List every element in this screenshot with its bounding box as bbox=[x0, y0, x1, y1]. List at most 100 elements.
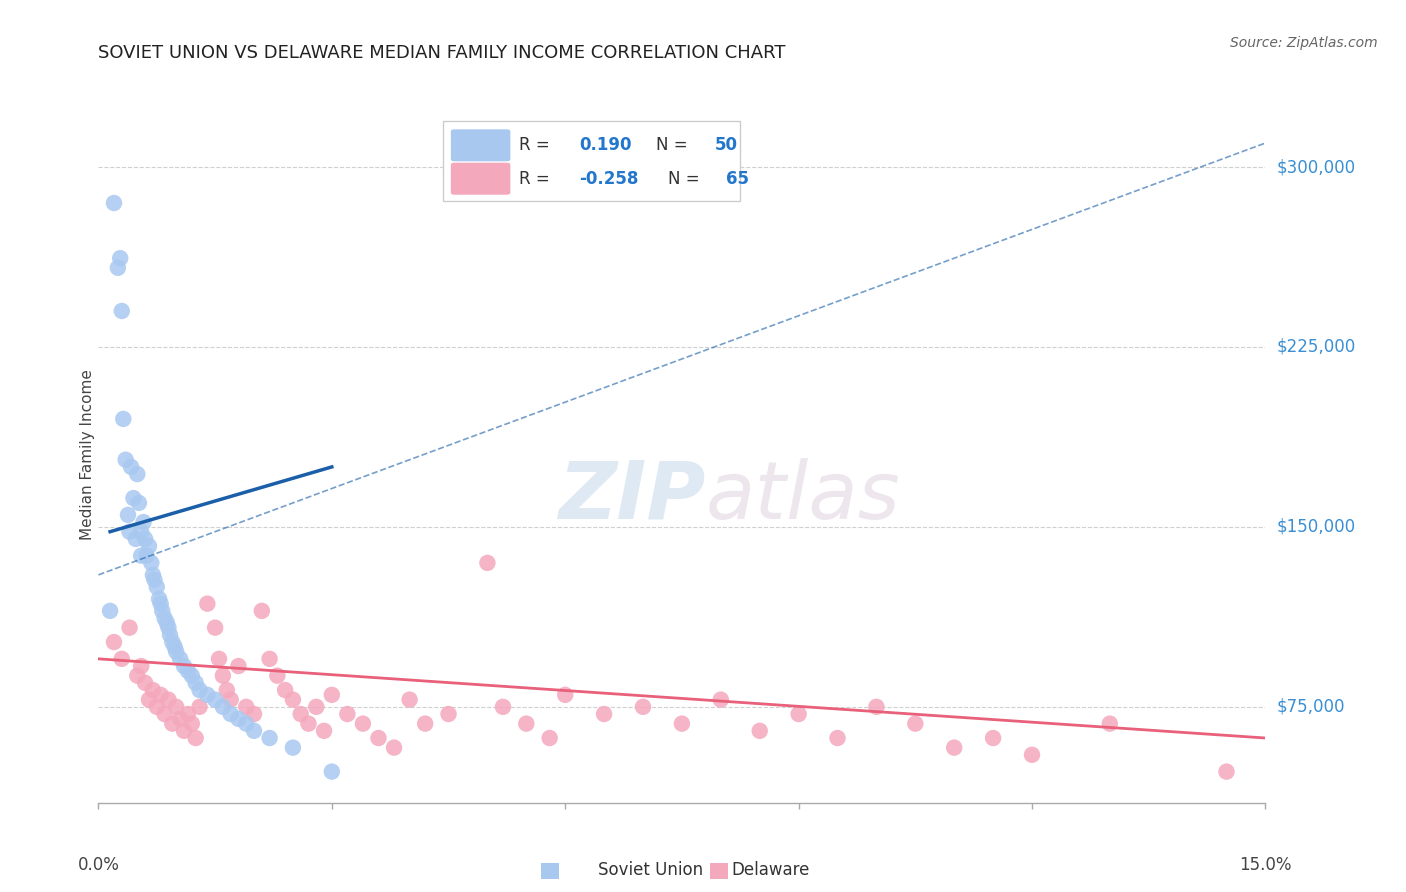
Text: 65: 65 bbox=[727, 169, 749, 187]
Point bbox=[129, 659, 152, 673]
Point bbox=[250, 604, 273, 618]
Point bbox=[398, 692, 420, 706]
Point bbox=[114, 452, 136, 467]
Point bbox=[173, 723, 195, 738]
Point bbox=[134, 532, 156, 546]
Point bbox=[593, 706, 616, 721]
Point bbox=[219, 706, 242, 721]
Point bbox=[122, 491, 145, 505]
Point bbox=[281, 740, 304, 755]
Text: 15.0%: 15.0% bbox=[1239, 855, 1292, 873]
Point bbox=[153, 611, 176, 625]
Text: -0.258: -0.258 bbox=[579, 169, 638, 187]
Point bbox=[204, 692, 226, 706]
Point bbox=[118, 524, 141, 539]
Text: N =: N = bbox=[668, 169, 704, 187]
Point bbox=[904, 716, 927, 731]
Point bbox=[631, 699, 654, 714]
Point bbox=[305, 699, 328, 714]
Point bbox=[228, 659, 250, 673]
Point bbox=[138, 539, 160, 553]
Point bbox=[1021, 747, 1043, 762]
Point bbox=[103, 635, 125, 649]
Point bbox=[118, 621, 141, 635]
Point bbox=[228, 712, 250, 726]
Text: Soviet Union: Soviet Union bbox=[598, 861, 703, 879]
Point bbox=[219, 692, 242, 706]
Point bbox=[112, 412, 135, 426]
Point bbox=[538, 731, 561, 745]
Text: SOVIET UNION VS DELAWARE MEDIAN FAMILY INCOME CORRELATION CHART: SOVIET UNION VS DELAWARE MEDIAN FAMILY I… bbox=[98, 45, 786, 62]
Point bbox=[162, 716, 184, 731]
Point bbox=[477, 556, 499, 570]
Point bbox=[149, 597, 172, 611]
Point bbox=[153, 706, 176, 721]
Point bbox=[156, 615, 179, 630]
Point bbox=[157, 692, 180, 706]
Point bbox=[111, 652, 134, 666]
Point bbox=[142, 567, 165, 582]
Point bbox=[827, 731, 849, 745]
Point bbox=[671, 716, 693, 731]
Point bbox=[748, 723, 770, 738]
Point bbox=[352, 716, 374, 731]
Text: $225,000: $225,000 bbox=[1277, 338, 1357, 356]
Point bbox=[321, 688, 343, 702]
Point bbox=[413, 716, 436, 731]
Point bbox=[235, 716, 257, 731]
Point bbox=[148, 591, 170, 606]
Point bbox=[162, 635, 184, 649]
Text: N =: N = bbox=[657, 136, 693, 154]
Point bbox=[981, 731, 1004, 745]
FancyBboxPatch shape bbox=[451, 162, 510, 194]
Point bbox=[142, 683, 165, 698]
Point bbox=[1215, 764, 1237, 779]
Point bbox=[710, 692, 733, 706]
Point bbox=[157, 621, 180, 635]
Point bbox=[159, 628, 181, 642]
Point bbox=[165, 645, 187, 659]
Point bbox=[149, 688, 172, 702]
Point bbox=[129, 549, 152, 563]
Point bbox=[180, 668, 202, 682]
Point bbox=[259, 731, 281, 745]
Point bbox=[184, 731, 207, 745]
Point bbox=[120, 459, 142, 474]
Point bbox=[141, 556, 163, 570]
Text: 0.190: 0.190 bbox=[579, 136, 631, 154]
Point bbox=[382, 740, 405, 755]
Point bbox=[297, 716, 319, 731]
Point bbox=[111, 304, 134, 318]
FancyBboxPatch shape bbox=[451, 129, 510, 161]
Point bbox=[208, 652, 231, 666]
Point bbox=[274, 683, 297, 698]
Point bbox=[150, 604, 173, 618]
Point bbox=[195, 597, 218, 611]
Point bbox=[321, 764, 343, 779]
Point bbox=[163, 640, 186, 654]
Point bbox=[169, 712, 191, 726]
Point bbox=[128, 496, 150, 510]
Point bbox=[281, 692, 304, 706]
Text: Delaware: Delaware bbox=[731, 861, 810, 879]
Text: $300,000: $300,000 bbox=[1277, 158, 1357, 176]
Point bbox=[184, 676, 207, 690]
Point bbox=[169, 652, 191, 666]
Text: $75,000: $75,000 bbox=[1277, 698, 1346, 716]
Point bbox=[117, 508, 139, 522]
Point bbox=[243, 723, 266, 738]
Text: atlas: atlas bbox=[706, 458, 900, 536]
Point bbox=[146, 580, 169, 594]
Text: $150,000: $150,000 bbox=[1277, 518, 1357, 536]
Point bbox=[787, 706, 810, 721]
Point bbox=[437, 706, 460, 721]
Point bbox=[235, 699, 257, 714]
Point bbox=[243, 706, 266, 721]
Text: 50: 50 bbox=[714, 136, 738, 154]
Point bbox=[127, 467, 149, 482]
FancyBboxPatch shape bbox=[443, 121, 741, 201]
Point bbox=[312, 723, 335, 738]
Point bbox=[865, 699, 887, 714]
Text: R =: R = bbox=[519, 136, 554, 154]
Point bbox=[259, 652, 281, 666]
